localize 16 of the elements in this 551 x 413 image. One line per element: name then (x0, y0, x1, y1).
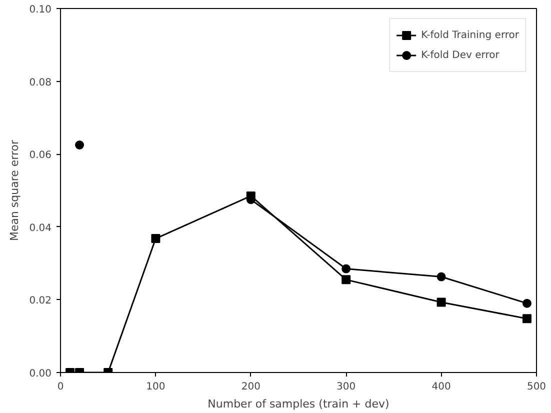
y-tick-label: 0.08 (29, 77, 52, 88)
legend-label: K-fold Dev error (421, 50, 500, 60)
x-tick-label: 500 (526, 382, 546, 392)
y-tick-label: 0.00 (29, 368, 52, 380)
legend-label: K-fold Training error (421, 30, 519, 40)
y-tick-label: 0.02 (29, 296, 52, 307)
y-tick-label: 0.04 (29, 222, 52, 234)
y-tick-label: 0.10 (29, 4, 52, 16)
x-tick-label: 400 (432, 382, 451, 392)
x-tick-label: 100 (146, 382, 166, 392)
y-tick-label: 0.06 (29, 150, 52, 162)
x-tick-label: 300 (336, 382, 356, 392)
y-axis-title: Mean square error (8, 139, 22, 242)
x-axis-title: Number of samples (train + dev) (208, 398, 390, 410)
x-tick-label: 200 (241, 382, 260, 392)
x-tick-label: 0 (57, 382, 64, 392)
